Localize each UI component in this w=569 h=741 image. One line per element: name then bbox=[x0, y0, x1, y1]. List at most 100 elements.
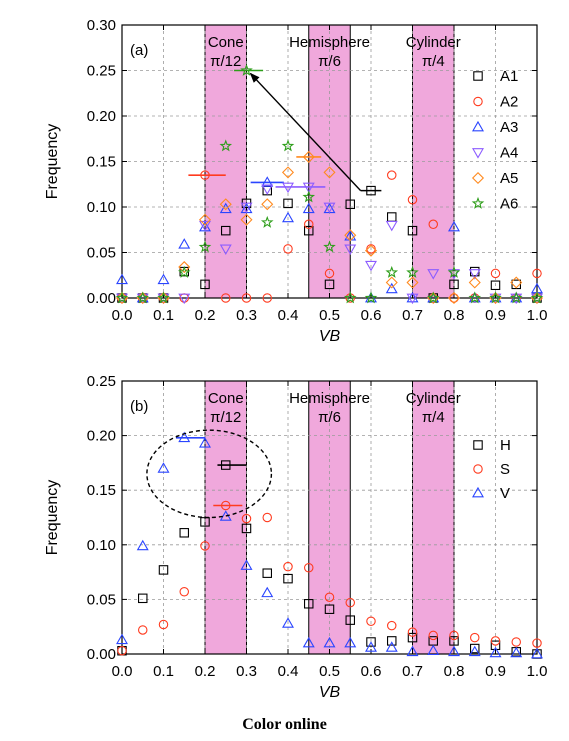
data-point-A3 bbox=[219, 202, 232, 214]
data-point-A4 bbox=[385, 220, 398, 232]
data-point-A4 bbox=[261, 184, 274, 195]
data-point-A4 bbox=[406, 293, 419, 305]
data-point-A2 bbox=[324, 268, 335, 279]
data-point-A3 bbox=[136, 291, 149, 303]
data-point-S bbox=[138, 625, 148, 635]
data-point-V bbox=[199, 437, 211, 448]
data-point-S bbox=[158, 619, 169, 630]
legend-marker-A1 bbox=[473, 71, 483, 81]
x-tick-label: 1.0 bbox=[527, 307, 548, 324]
data-point-A6 bbox=[115, 291, 129, 304]
data-point-S bbox=[490, 636, 501, 646]
y-tick-label: 0.20 bbox=[87, 108, 116, 125]
data-point-A6 bbox=[260, 215, 274, 228]
x-tick-label: 0.3 bbox=[236, 307, 257, 324]
data-point-A3 bbox=[365, 291, 377, 303]
legend-marker-A4 bbox=[472, 148, 484, 159]
data-point-A6 bbox=[530, 291, 544, 304]
y-tick-label: 0.30 bbox=[87, 17, 116, 34]
data-point-A1 bbox=[221, 225, 231, 236]
band-sublabel-1: π/6 bbox=[318, 53, 341, 70]
data-point-A3 bbox=[178, 238, 191, 249]
x-tick-label: 0.1 bbox=[153, 307, 174, 324]
x-tick-label: 0.9 bbox=[485, 663, 506, 680]
data-point-A5 bbox=[447, 291, 461, 305]
data-point-H bbox=[366, 637, 376, 647]
data-point-S bbox=[428, 630, 438, 641]
data-point-A3 bbox=[406, 291, 419, 303]
data-point-A2 bbox=[449, 293, 459, 303]
data-point-A2 bbox=[428, 219, 438, 230]
data-point-S bbox=[221, 500, 231, 511]
data-point-V bbox=[116, 633, 128, 645]
data-point-S bbox=[303, 562, 314, 573]
data-point-A1 bbox=[283, 198, 293, 209]
data-point-A2 bbox=[283, 244, 293, 254]
data-point-A3 bbox=[468, 291, 481, 303]
data-point-S bbox=[262, 512, 272, 523]
x-tick-label: 0.5 bbox=[319, 663, 340, 680]
y-axis-title: Frequency bbox=[44, 124, 61, 200]
data-point-H bbox=[221, 460, 231, 470]
data-point-H bbox=[283, 573, 293, 584]
data-point-A4 bbox=[468, 269, 481, 280]
data-point-A6 bbox=[489, 291, 502, 304]
data-point-A5 bbox=[385, 276, 398, 289]
data-point-A4 bbox=[344, 244, 357, 256]
data-point-A5 bbox=[178, 261, 191, 274]
x-tick-label: 0.1 bbox=[153, 663, 174, 680]
data-point-A3 bbox=[510, 291, 523, 303]
data-point-A2 bbox=[303, 219, 314, 230]
data-point-A1 bbox=[324, 279, 335, 290]
data-point-H bbox=[469, 643, 480, 654]
data-point-H bbox=[324, 604, 335, 614]
data-point-V bbox=[489, 646, 502, 658]
data-point-V bbox=[178, 431, 191, 443]
data-point-H bbox=[241, 523, 252, 534]
data-point-S bbox=[241, 513, 252, 524]
legend-marker-V bbox=[472, 486, 484, 498]
data-point-V bbox=[531, 647, 543, 659]
data-point-S bbox=[366, 616, 376, 626]
data-point-A3 bbox=[427, 291, 440, 303]
data-point-H bbox=[449, 636, 459, 646]
data-point-H bbox=[138, 593, 148, 604]
legend-label-A3: A3 bbox=[500, 119, 518, 136]
band-label-2: Cylinder bbox=[406, 34, 461, 51]
data-point-H bbox=[490, 640, 501, 651]
data-point-V bbox=[302, 636, 315, 648]
legend-label-V: V bbox=[500, 485, 510, 502]
data-point-A4 bbox=[240, 202, 253, 214]
legend-label-S: S bbox=[500, 461, 510, 478]
panel-label: (b) bbox=[130, 398, 148, 415]
x-tick-label: 1.0 bbox=[527, 663, 548, 680]
data-point-V bbox=[157, 462, 170, 473]
legend-marker-S bbox=[473, 464, 483, 474]
data-point-V bbox=[282, 617, 294, 628]
data-point-A5 bbox=[344, 229, 357, 242]
x-tick-label: 0.9 bbox=[485, 307, 506, 324]
data-point-A6 bbox=[157, 291, 170, 304]
legend-label-H: H bbox=[500, 437, 511, 454]
data-point-A5 bbox=[240, 213, 253, 226]
x-tick-label: 0.7 bbox=[402, 307, 423, 324]
x-tick-label: 0.4 bbox=[278, 663, 299, 680]
data-point-A3 bbox=[261, 176, 274, 187]
data-point-A4 bbox=[302, 182, 315, 194]
x-tick-label: 0.2 bbox=[195, 307, 216, 324]
data-point-S bbox=[283, 561, 293, 572]
legend-label-A5: A5 bbox=[500, 170, 518, 187]
panel-label: (a) bbox=[130, 42, 148, 59]
y-tick-label: 0.05 bbox=[87, 591, 116, 608]
data-point-A6 bbox=[177, 265, 191, 278]
x-tick-label: 0.5 bbox=[319, 307, 340, 324]
data-point-A2 bbox=[407, 194, 418, 205]
band-sublabel-1: π/6 bbox=[318, 409, 341, 426]
x-tick-label: 0.4 bbox=[278, 307, 299, 324]
legend-label-A1: A1 bbox=[500, 68, 518, 85]
band-sublabel-0: π/12 bbox=[210, 409, 241, 426]
x-tick-label: 0.0 bbox=[112, 307, 133, 324]
x-tick-label: 0.8 bbox=[444, 307, 465, 324]
data-point-A3 bbox=[282, 211, 294, 223]
